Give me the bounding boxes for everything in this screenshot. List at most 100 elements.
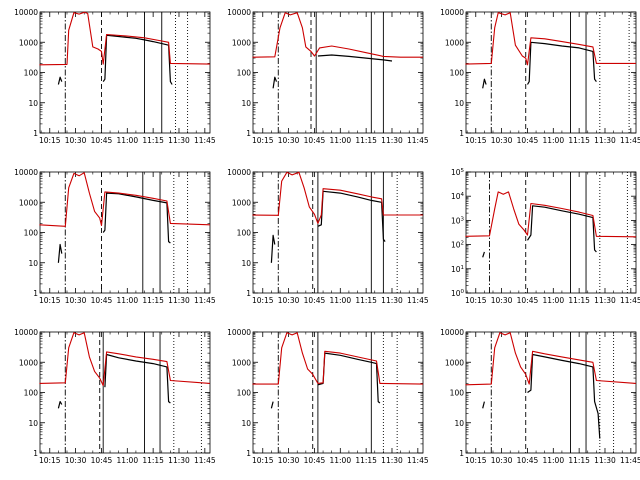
- series-events-line: [57, 243, 63, 263]
- series-events-line: [317, 190, 386, 242]
- x-tick-label: 11:00: [116, 296, 138, 305]
- x-tick-label: 11:15: [568, 296, 590, 305]
- y-tick-label: 1: [246, 289, 251, 298]
- x-tick-label: 11:15: [355, 296, 377, 305]
- y-tick-label: 10000: [440, 8, 464, 17]
- x-tick-label: 11:00: [542, 296, 564, 305]
- x-tick-label: 11:45: [620, 296, 640, 305]
- y-tick-label: 1: [33, 129, 38, 138]
- x-tick-label: 10:45: [517, 296, 539, 305]
- x-tick-label: 10:15: [252, 296, 274, 305]
- y-tick-label: 1000: [445, 38, 464, 47]
- x-tick-label: 10:15: [252, 456, 274, 465]
- x-tick-label: 11:15: [568, 136, 590, 145]
- x-tick-label: 10:15: [39, 136, 61, 145]
- series-lld-line: [39, 332, 211, 387]
- x-tick-label: 10:30: [491, 296, 513, 305]
- y-tick-label: 10: [454, 99, 464, 108]
- x-tick-label: 10:15: [465, 456, 487, 465]
- y-tick-label: 102: [451, 241, 464, 250]
- y-tick-label: 10000: [227, 168, 251, 177]
- x-tick-label: 11:15: [568, 456, 590, 465]
- x-tick-label: 11:30: [381, 136, 403, 145]
- x-tick-label: 11:30: [381, 296, 403, 305]
- x-tick-label: 10:15: [465, 136, 487, 145]
- y-tick-label: 100: [237, 229, 252, 238]
- x-tick-label: 10:45: [91, 296, 113, 305]
- x-tick-label: 11:30: [594, 136, 616, 145]
- y-tick-label: 1: [246, 449, 251, 458]
- series-lld-line: [39, 11, 211, 66]
- series-lld-line: [252, 332, 424, 385]
- x-tick-label: 10:45: [304, 136, 326, 145]
- panel-det-6: 100 101 102 103 104 105 10:15 10:30 10:45 11:00 11…: [451, 168, 640, 305]
- series-events-line: [57, 76, 63, 85]
- y-tick-label: 1000: [19, 358, 38, 367]
- x-tick-label: 10:45: [517, 456, 539, 465]
- x-tick-label: 11:30: [594, 296, 616, 305]
- x-tick-label: 11:15: [142, 456, 164, 465]
- x-tick-label: 10:15: [252, 136, 274, 145]
- y-tick-label: 10: [28, 259, 38, 268]
- y-tick-label: 1000: [445, 358, 464, 367]
- series-lld-line: [465, 12, 636, 66]
- x-tick-label: 10:45: [91, 136, 113, 145]
- x-tick-label: 10:30: [278, 136, 300, 145]
- y-tick-label: 10000: [14, 168, 38, 177]
- panel-det-1: 1 10 100 1000 10000 10:15 10:30 10:45 11:00 11:15…: [14, 8, 216, 145]
- x-tick-label: 11:30: [168, 456, 190, 465]
- x-tick-label: 10:30: [491, 456, 513, 465]
- x-tick-label: 10:15: [39, 296, 61, 305]
- y-tick-label: 1000: [232, 358, 251, 367]
- x-tick-label: 11:45: [407, 456, 429, 465]
- y-tick-label: 100: [24, 229, 39, 238]
- y-tick-label: 10: [241, 419, 251, 428]
- x-tick-label: 11:45: [620, 136, 640, 145]
- series-lld-line: [465, 191, 637, 238]
- plot-frame: [465, 171, 637, 294]
- x-tick-label: 11:00: [329, 136, 351, 145]
- series-events-line: [527, 353, 601, 439]
- y-tick-label: 100: [450, 69, 465, 78]
- series-lld-line: [465, 332, 637, 386]
- series-lld-line: [252, 171, 423, 224]
- y-tick-label: 105: [451, 168, 465, 177]
- y-tick-label: 1: [246, 129, 251, 138]
- x-tick-label: 10:30: [65, 136, 87, 145]
- x-tick-label: 11:45: [620, 456, 640, 465]
- y-tick-label: 10000: [227, 328, 251, 337]
- series-events-line: [272, 76, 278, 89]
- series-events-line: [102, 192, 171, 244]
- panel-det-9: 1 10 100 1000 10000 10:15 10:30 10:45 11:00 11:15…: [440, 328, 640, 465]
- y-tick-label: 100: [450, 389, 465, 398]
- x-tick-label: 10:30: [278, 296, 300, 305]
- series-lld-line: [252, 12, 423, 58]
- series-events-line: [482, 401, 485, 409]
- y-tick-label: 1: [459, 129, 464, 138]
- x-tick-label: 11:15: [142, 136, 164, 145]
- y-tick-label: 10000: [14, 8, 38, 17]
- x-tick-label: 11:45: [407, 296, 429, 305]
- x-tick-label: 10:45: [304, 296, 326, 305]
- series-events-line: [270, 401, 274, 409]
- series-lld-line: [39, 172, 211, 227]
- series-events-line: [270, 234, 276, 263]
- x-tick-label: 10:15: [39, 456, 61, 465]
- x-tick-label: 10:45: [304, 456, 326, 465]
- y-tick-label: 100: [237, 389, 252, 398]
- series-events-line: [317, 54, 393, 62]
- y-tick-label: 10000: [14, 328, 38, 337]
- panel-det-4: 1 10 100 1000 10000 10:15 10:30 10:45 11:00 11:15…: [14, 168, 216, 305]
- y-tick-label: 1: [33, 449, 38, 458]
- y-tick-label: 1000: [232, 38, 251, 47]
- x-tick-label: 10:30: [278, 456, 300, 465]
- x-tick-label: 11:15: [142, 296, 164, 305]
- x-tick-label: 11:15: [355, 456, 377, 465]
- x-tick-label: 11:15: [355, 136, 377, 145]
- y-tick-label: 1000: [232, 198, 251, 207]
- x-tick-label: 11:00: [542, 136, 564, 145]
- x-tick-label: 11:00: [542, 456, 564, 465]
- x-tick-label: 11:00: [329, 296, 351, 305]
- series-events-line: [317, 352, 381, 404]
